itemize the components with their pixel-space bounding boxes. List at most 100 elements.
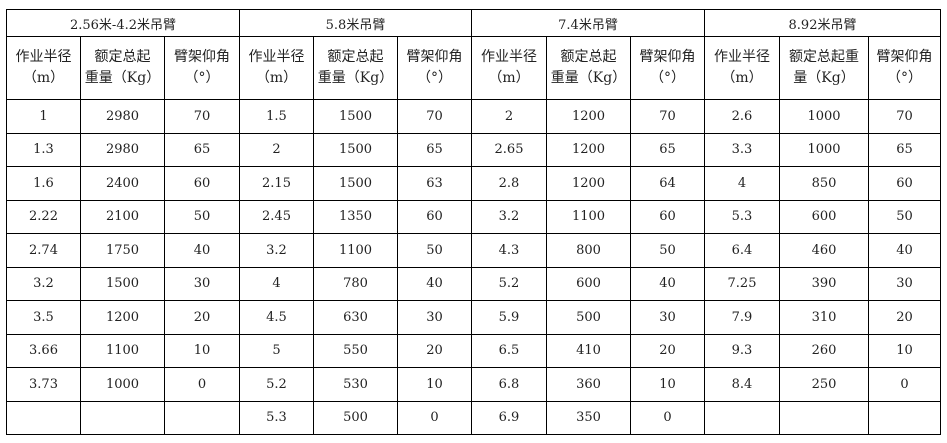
table-row: 3.5 1200 20 4.5 630 30 5.9 500 30 7.9 310 20 — [6, 300, 941, 335]
rated-load-cell: 550 — [313, 333, 398, 368]
boom-group-title: 8.92米吊臂 — [704, 9, 941, 37]
header-line: （m） — [255, 70, 298, 86]
radius-cell: 3.3 — [704, 132, 780, 167]
radius-cell: 2.6 — [704, 99, 780, 134]
boom-angle-cell: 65 — [630, 132, 705, 167]
rated-load-cell: 1500 — [80, 266, 165, 301]
rated-load-cell: 2980 — [80, 99, 165, 134]
rated-load-cell: 1200 — [546, 132, 631, 167]
rated-load-cell: 630 — [313, 300, 398, 335]
boom-angle-cell — [868, 400, 941, 435]
radius-cell: 1.6 — [6, 166, 81, 201]
header-line: 重量（Kg） — [317, 70, 394, 86]
rated-load-cell — [80, 400, 165, 435]
radius-header: 作业半径 （m） — [704, 36, 780, 100]
group-header-row: 2.56米-4.2米吊臂 5.8米吊臂 7.4米吊臂 8.92米吊臂 — [6, 9, 941, 37]
header-line: 额定总起重 — [789, 49, 859, 65]
header-line: 额定总起 — [94, 49, 151, 65]
boom-angle-cell — [164, 400, 240, 435]
boom-angle-cell: 20 — [164, 300, 240, 335]
radius-cell: 2.22 — [6, 199, 81, 234]
radius-cell — [704, 400, 780, 435]
header-line: 臂架仰角 — [174, 49, 230, 65]
radius-cell: 5.2 — [471, 266, 547, 301]
rated-load-cell: 360 — [546, 367, 631, 402]
boom-angle-cell: 10 — [164, 333, 240, 368]
header-line: （°） — [417, 70, 452, 86]
radius-cell: 5.3 — [704, 199, 780, 234]
boom-angle-cell: 10 — [397, 367, 472, 402]
boom-angle-header: 臂架仰角 （°） — [630, 36, 705, 100]
rated-load-cell: 390 — [779, 266, 869, 301]
boom-group-title: 2.56米-4.2米吊臂 — [6, 9, 240, 37]
radius-cell: 4.5 — [239, 300, 314, 335]
rated-load-cell: 1000 — [80, 367, 165, 402]
header-line: 臂架仰角 — [406, 49, 463, 65]
rated-load-cell: 800 — [546, 233, 631, 268]
rated-load-cell: 600 — [546, 266, 631, 301]
boom-angle-cell: 10 — [630, 367, 705, 402]
boom-angle-cell: 20 — [868, 300, 941, 335]
radius-cell: 5 — [239, 333, 314, 368]
boom-group-title: 5.8米吊臂 — [239, 9, 472, 37]
boom-angle-cell: 60 — [164, 166, 240, 201]
boom-angle-cell: 0 — [164, 367, 240, 402]
boom-angle-cell: 50 — [164, 199, 240, 234]
rated-load-cell: 1000 — [779, 99, 869, 134]
radius-cell: 1.3 — [6, 132, 81, 167]
rated-load-cell: 260 — [779, 333, 869, 368]
rated-load-cell: 1200 — [546, 99, 631, 134]
boom-angle-cell: 10 — [868, 333, 941, 368]
rated-load-cell: 1000 — [779, 132, 869, 167]
radius-cell: 3.2 — [6, 266, 81, 301]
radius-header: 作业半径 （m） — [471, 36, 547, 100]
boom-angle-cell: 50 — [868, 199, 941, 234]
header-line: 臂架仰角 — [639, 49, 696, 65]
rated-load-cell — [779, 400, 869, 435]
radius-cell: 2.15 — [239, 166, 314, 201]
radius-cell: 2.8 — [471, 166, 547, 201]
radius-cell: 7.9 — [704, 300, 780, 335]
table-row: 3.2 1500 30 4 780 40 5.2 600 40 7.25 390 30 — [6, 266, 941, 301]
boom-angle-cell: 60 — [630, 199, 705, 234]
table-row: 2.74 1750 40 3.2 1100 50 4.3 800 50 6.4 460 40 — [6, 233, 941, 268]
boom-angle-cell: 60 — [868, 166, 941, 201]
header-line: 作业半径 — [714, 49, 770, 65]
radius-cell: 3.66 — [6, 333, 81, 368]
rated-load-cell: 1100 — [80, 333, 165, 368]
header-line: 重量（Kg） — [550, 70, 627, 86]
boom-angle-cell: 64 — [630, 166, 705, 201]
rated-load-header: 额定总起重量（Kg） — [313, 36, 398, 100]
boom-group-title: 7.4米吊臂 — [471, 9, 705, 37]
boom-angle-cell: 70 — [397, 99, 472, 134]
rated-load-cell: 1100 — [546, 199, 631, 234]
rated-load-cell: 2980 — [80, 132, 165, 167]
boom-angle-header: 臂架仰角 （°） — [868, 36, 941, 100]
header-line: （°） — [887, 70, 922, 86]
column-header-row: 作业半径 （m） 额定总起 重量（Kg） 臂架仰角 （°） 作业半径 （m） 额定总起 重量（Kg… — [6, 36, 941, 100]
boom-angle-cell: 63 — [397, 166, 472, 201]
rated-load-cell: 780 — [313, 266, 398, 301]
rated-load-cell: 1500 — [313, 132, 398, 167]
radius-header: 作业半径 （m） — [6, 36, 81, 100]
radius-cell: 5.9 — [471, 300, 547, 335]
boom-angle-cell: 65 — [868, 132, 941, 167]
rated-load-cell: 2400 — [80, 166, 165, 201]
rated-load-cell: 530 — [313, 367, 398, 402]
header-line: 作业半径 — [15, 49, 72, 65]
rated-load-cell: 350 — [546, 400, 631, 435]
header-line: （m） — [488, 70, 530, 86]
boom-angle-cell: 0 — [397, 400, 472, 435]
radius-cell: 6.9 — [471, 400, 547, 435]
rated-load-cell: 1500 — [313, 99, 398, 134]
radius-cell: 3.73 — [6, 367, 81, 402]
boom-angle-header: 臂架仰角 （°） — [164, 36, 240, 100]
radius-cell: 2 — [471, 99, 547, 134]
rated-load-cell: 1350 — [313, 199, 398, 234]
boom-angle-cell: 70 — [630, 99, 705, 134]
boom-angle-header: 臂架仰角 （°） — [397, 36, 472, 100]
table-row: 1.3 2980 65 2 1500 65 2.65 1200 65 3.3 1000 65 — [6, 132, 941, 167]
boom-angle-cell: 30 — [164, 266, 240, 301]
rated-load-cell: 2100 — [80, 199, 165, 234]
boom-angle-cell: 40 — [630, 266, 705, 301]
